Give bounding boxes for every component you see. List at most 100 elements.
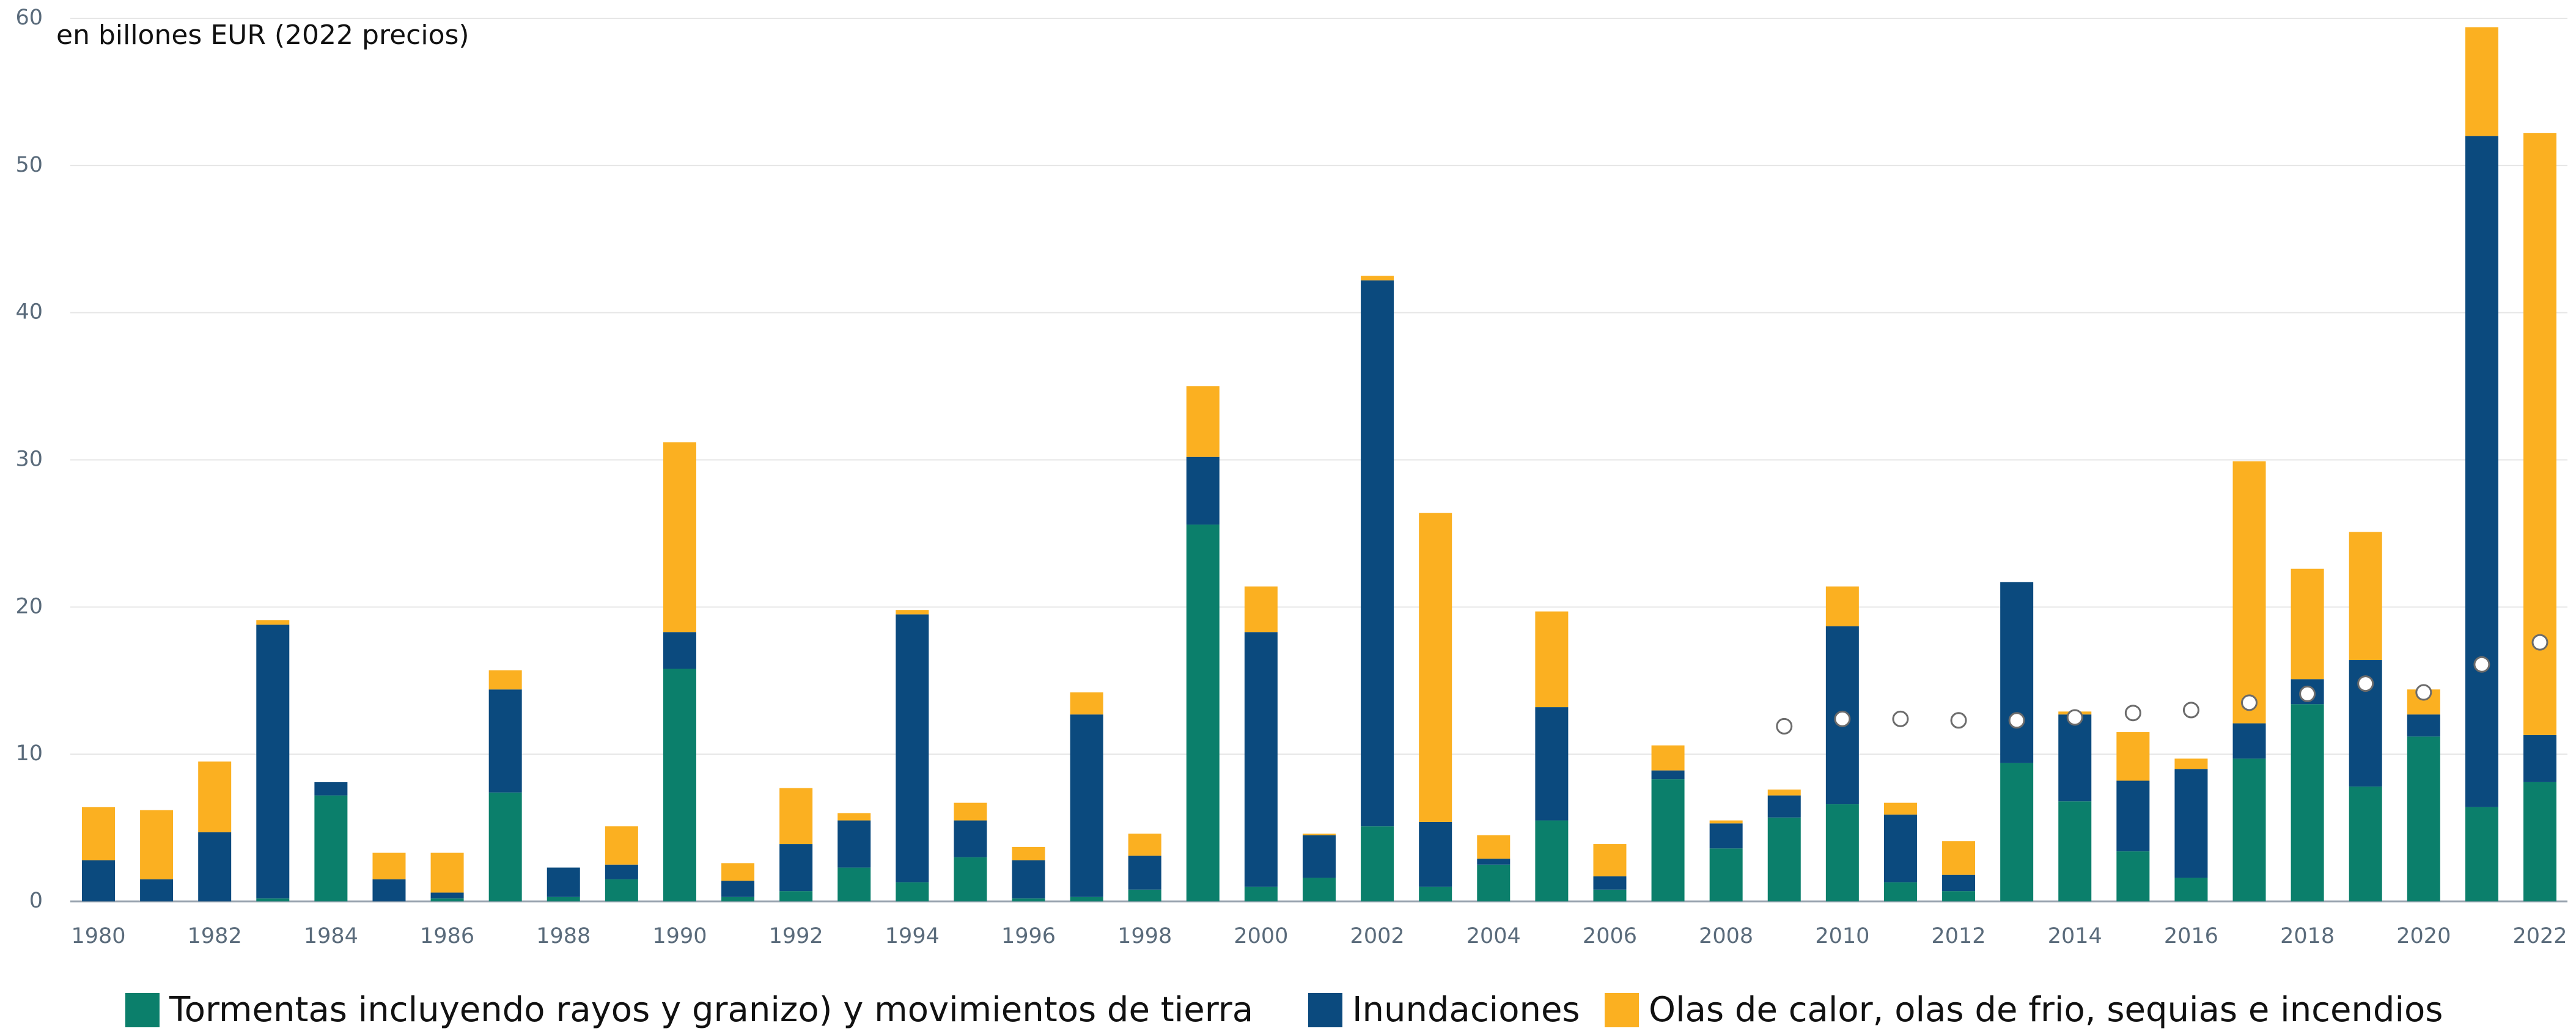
x-tick-label: 2020 (2396, 924, 2451, 948)
bar-segment (2116, 851, 2150, 901)
bar-segment (837, 867, 871, 901)
bar-segment (2232, 758, 2266, 901)
x-tick-label: 2008 (1699, 924, 1753, 948)
bar-segment (1535, 611, 1569, 708)
average-point (1834, 710, 1851, 727)
bar-segment (954, 820, 987, 857)
x-tick-label: 2000 (1234, 924, 1288, 948)
bar-segment (1535, 820, 1569, 901)
bar-segment (605, 879, 638, 901)
x-tick-label: 1998 (1117, 924, 1172, 948)
bar-segment (256, 898, 290, 901)
bar-segment (721, 897, 755, 901)
bar-segment (896, 610, 929, 615)
bar-segment (140, 879, 174, 901)
x-tick-label: 1988 (536, 924, 591, 948)
bar-segment (1244, 632, 1278, 887)
bar-segment (1419, 821, 1452, 887)
bar-segment (2465, 807, 2498, 901)
bar-segment (198, 832, 232, 901)
bar-segment (1303, 878, 1336, 901)
bar-segment (721, 863, 755, 881)
x-tick-label: 1986 (420, 924, 474, 948)
x-tick-label: 1996 (1001, 924, 1056, 948)
bar-segment (954, 802, 987, 821)
bar-segment (2232, 461, 2266, 724)
bar-segment (2523, 735, 2556, 782)
bar-segment (837, 813, 871, 821)
y-tick-label: 0 (29, 889, 43, 913)
bar-segment (2174, 769, 2208, 878)
bar-segment (1651, 770, 1685, 780)
average-point (2357, 675, 2374, 692)
bar-segment (1709, 848, 1743, 901)
legend-label: Inundaciones (1352, 990, 1580, 1030)
bar-segment (1593, 876, 1627, 890)
bar-segment (82, 807, 115, 860)
bar-segment (1128, 834, 1161, 856)
average-point (2473, 656, 2490, 673)
bar-segment (605, 826, 638, 865)
bar-segment (2291, 704, 2324, 901)
legend-label: Olas de calor, olas de frio, sequias e i… (1649, 990, 2443, 1030)
bar-segment (1303, 835, 1336, 878)
average-point (2066, 709, 2083, 726)
bar-segment (198, 761, 232, 832)
bar-segment (1767, 789, 1801, 796)
bar-segment (1244, 586, 1278, 632)
average-point (1892, 710, 1909, 727)
x-tick-label: 2016 (2164, 924, 2218, 948)
bar-segment (1361, 280, 1394, 827)
bar-segment (1244, 886, 1278, 901)
bar-segment (1709, 823, 1743, 849)
bar-segment (488, 689, 522, 793)
bar-segment (256, 620, 290, 625)
legend-label: Tormentas incluyendo rayos y granizo) y … (169, 990, 1253, 1030)
bar-segment (430, 898, 464, 901)
bar-segment (488, 670, 522, 690)
bar-segment (372, 853, 406, 879)
bar-segment (372, 879, 406, 901)
bar-segment (2349, 532, 2382, 661)
x-tick-label: 2006 (1583, 924, 1637, 948)
y-tick-label: 50 (15, 153, 43, 177)
x-tick-label: 2002 (1350, 924, 1405, 948)
x-tick-label: 2018 (2280, 924, 2335, 948)
average-point (2182, 702, 2199, 719)
bar-segment (779, 891, 813, 901)
bar-segment (837, 820, 871, 868)
bar-segment (1128, 856, 1161, 890)
legend-swatch (1605, 993, 1639, 1027)
x-tick-label: 1982 (188, 924, 242, 948)
x-tick-label: 1994 (885, 924, 940, 948)
bar-segment (1767, 817, 1801, 901)
y-tick-label: 30 (15, 447, 43, 472)
bar-segment (779, 844, 813, 892)
bar-segment (2000, 582, 2034, 763)
x-tick-label: 2004 (1466, 924, 1521, 948)
bar-segment (256, 625, 290, 899)
bar-segment (1070, 897, 1103, 901)
bar-segment (1593, 889, 1627, 901)
bar-segment (314, 795, 348, 901)
average-point (2415, 684, 2432, 701)
y-tick-label: 40 (15, 300, 43, 324)
bar-segment (663, 632, 696, 669)
x-tick-label: 1980 (71, 924, 125, 948)
bar-segment (1477, 859, 1511, 865)
average-point (1950, 712, 1967, 729)
bar-segment (1012, 846, 1045, 860)
x-tick-label: 2022 (2512, 924, 2567, 948)
bar-segment (2349, 787, 2382, 901)
bar-segment (605, 864, 638, 879)
bar-segment (1535, 707, 1569, 821)
bar-segment (2174, 758, 2208, 769)
bar-segment (1709, 820, 1743, 824)
bar-segment (2000, 763, 2034, 901)
x-tick-label: 2010 (1815, 924, 1869, 948)
bar-segment (430, 892, 464, 899)
bar-segment (1012, 860, 1045, 899)
bar-segment (1767, 795, 1801, 818)
average-point (2531, 634, 2548, 651)
bar-segment (2174, 878, 2208, 901)
